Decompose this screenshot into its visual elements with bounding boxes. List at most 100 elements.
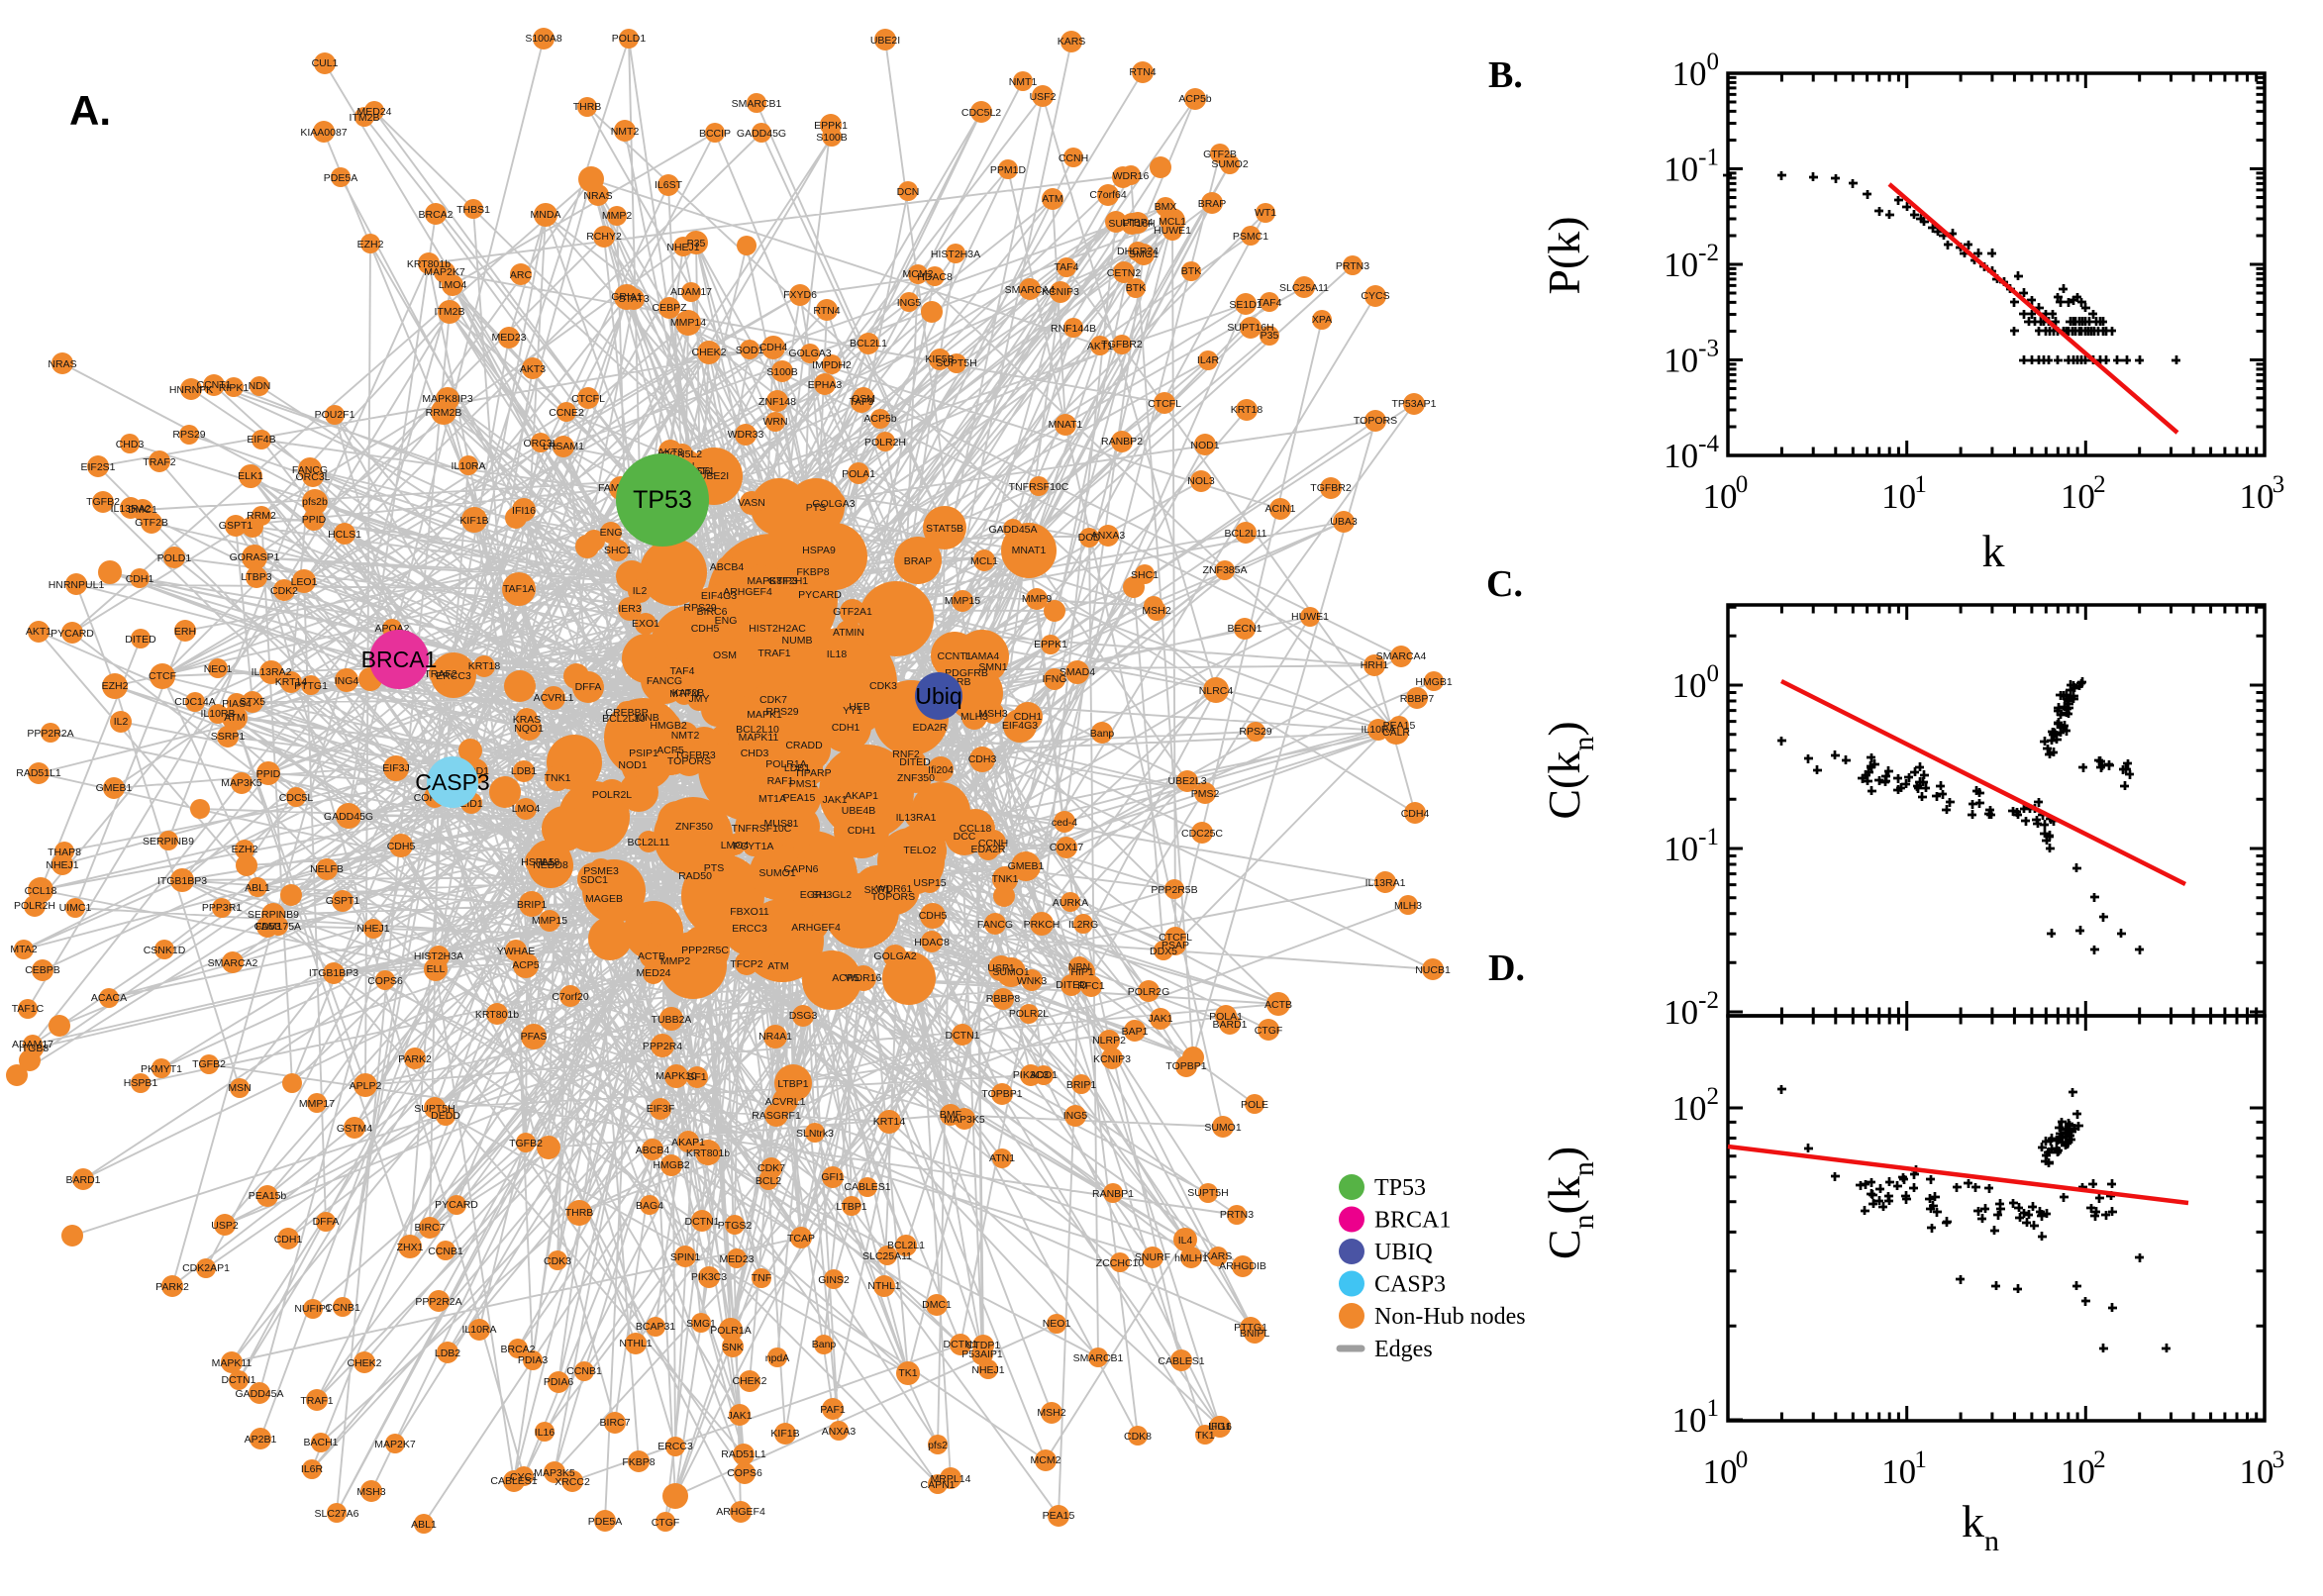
svg-text:PPP2R2A: PPP2R2A — [415, 1296, 461, 1308]
svg-text:TUBB2A: TUBB2A — [652, 1014, 692, 1026]
svg-text:TRAF2: TRAF2 — [424, 668, 456, 680]
svg-text:NDN: NDN — [249, 380, 271, 392]
svg-text:KAT2B: KAT2B — [672, 687, 704, 699]
svg-text:CDK2AP1: CDK2AP1 — [182, 1262, 230, 1274]
svg-text:PCYT1A: PCYT1A — [734, 841, 774, 852]
svg-text:CASP3: CASP3 — [1374, 1272, 1446, 1298]
svg-text:CHEK2: CHEK2 — [691, 347, 726, 358]
svg-text:TGFB2: TGFB2 — [192, 1058, 226, 1070]
svg-text:RPS29: RPS29 — [1239, 726, 1271, 738]
svg-text:MAPK11: MAPK11 — [212, 1357, 252, 1369]
svg-text:COPS6: COPS6 — [727, 1467, 762, 1479]
svg-text:CASP3: CASP3 — [415, 769, 489, 795]
svg-text:RBBP8: RBBP8 — [986, 993, 1021, 1005]
svg-text:PPID: PPID — [256, 768, 281, 780]
svg-text:SMG1: SMG1 — [1129, 249, 1159, 260]
svg-text:SMN1: SMN1 — [978, 661, 1007, 673]
svg-text:HUWE1: HUWE1 — [1154, 225, 1191, 237]
svg-text:ARHGEF4: ARHGEF4 — [791, 922, 841, 934]
svg-text:CDH5: CDH5 — [691, 623, 720, 635]
svg-text:EDA2R: EDA2R — [912, 722, 947, 734]
svg-text:NHEJ1: NHEJ1 — [666, 242, 699, 253]
svg-text:SUPT5H: SUPT5H — [936, 357, 976, 369]
svg-text:CAPN1: CAPN1 — [920, 1479, 955, 1491]
svg-text:AKAP1: AKAP1 — [671, 1137, 705, 1148]
svg-text:MSH3: MSH3 — [356, 1486, 385, 1498]
svg-text:MAP3K5: MAP3K5 — [221, 777, 262, 789]
svg-text:ERH: ERH — [174, 626, 196, 638]
svg-text:MAP3K5: MAP3K5 — [534, 1467, 575, 1479]
svg-text:KRT14: KRT14 — [873, 1116, 906, 1128]
svg-text:WDR61: WDR61 — [876, 883, 913, 895]
svg-text:ACP5: ACP5 — [512, 959, 540, 971]
svg-text:MCM2: MCM2 — [1031, 1454, 1061, 1466]
svg-text:CUL1: CUL1 — [312, 57, 339, 69]
svg-text:NLRC4: NLRC4 — [1199, 685, 1234, 697]
svg-text:ITM2B: ITM2B — [350, 112, 380, 124]
svg-text:CDH4: CDH4 — [759, 342, 788, 353]
svg-text:ADD1: ADD1 — [1030, 1069, 1058, 1081]
svg-text:ARHGEF4: ARHGEF4 — [723, 586, 772, 598]
svg-text:MMP2: MMP2 — [660, 955, 690, 967]
svg-text:Banp: Banp — [812, 1339, 837, 1350]
svg-text:IL2RG: IL2RG — [1068, 919, 1098, 931]
svg-text:ING5: ING5 — [897, 297, 922, 309]
svg-text:POLR2H: POLR2H — [864, 437, 906, 449]
svg-text:MCL1: MCL1 — [970, 555, 998, 567]
svg-text:BNIPL: BNIPL — [1240, 1328, 1270, 1340]
svg-text:1: 1 — [1914, 1446, 1927, 1473]
svg-text:PARK2: PARK2 — [398, 1053, 432, 1065]
svg-text:STAT3: STAT3 — [618, 293, 649, 305]
svg-text:GORASP1: GORASP1 — [230, 551, 280, 563]
svg-text:ZHX1: ZHX1 — [397, 1242, 424, 1253]
svg-text:TNK1: TNK1 — [992, 873, 1019, 885]
svg-text:PDIA3: PDIA3 — [518, 1354, 549, 1366]
svg-text:PRTN3: PRTN3 — [1220, 1209, 1254, 1221]
svg-text:PEA15: PEA15 — [1383, 720, 1416, 732]
svg-text:RNF144B: RNF144B — [1051, 323, 1096, 335]
svg-text:SDC1: SDC1 — [580, 874, 608, 886]
svg-text:CDH1: CDH1 — [1014, 711, 1043, 723]
svg-text:IL13RA1: IL13RA1 — [896, 812, 937, 824]
svg-text:DSG3: DSG3 — [789, 1010, 818, 1022]
svg-text:MMP17: MMP17 — [299, 1098, 335, 1110]
svg-text:MAPK10: MAPK10 — [656, 1070, 697, 1082]
svg-text:RAD51L1: RAD51L1 — [721, 1448, 766, 1460]
svg-text:TNF: TNF — [752, 1272, 771, 1284]
svg-text:S100A8: S100A8 — [525, 33, 562, 45]
svg-text:NOD1: NOD1 — [1190, 440, 1219, 451]
svg-text:CHEK2: CHEK2 — [347, 1357, 381, 1369]
svg-text:TAF4: TAF4 — [1055, 261, 1079, 273]
svg-text:TCAP: TCAP — [787, 1233, 815, 1245]
svg-text:MED24: MED24 — [636, 967, 670, 979]
svg-text:BARD1: BARD1 — [1212, 1019, 1247, 1031]
svg-text:ACP5b: ACP5b — [863, 413, 896, 425]
svg-text:LTBP3: LTBP3 — [241, 571, 271, 583]
svg-text:EPPK1: EPPK1 — [814, 120, 848, 132]
svg-text:BACH1: BACH1 — [303, 1437, 338, 1448]
svg-text:THAP8: THAP8 — [48, 847, 81, 858]
svg-text:100: 100 — [1672, 49, 1720, 93]
svg-text:SLC25A11: SLC25A11 — [862, 1250, 912, 1262]
svg-text:BECN1: BECN1 — [1227, 623, 1262, 635]
svg-text:CCNB1: CCNB1 — [428, 1246, 463, 1257]
svg-text:IL18: IL18 — [827, 648, 848, 660]
svg-text:BCL2L11: BCL2L11 — [627, 837, 669, 848]
svg-text:TIPARP: TIPARP — [794, 767, 831, 779]
svg-text:CEBPZ: CEBPZ — [652, 302, 687, 314]
svg-text:10: 10 — [2061, 477, 2095, 516]
svg-text:SLNtrk3: SLNtrk3 — [796, 1128, 834, 1140]
svg-text:LMO4: LMO4 — [512, 803, 541, 815]
svg-text:THBS1: THBS1 — [456, 204, 490, 216]
svg-text:LTBP1: LTBP1 — [836, 1201, 866, 1213]
svg-text:BRIP1: BRIP1 — [517, 899, 548, 911]
svg-text:PSAP: PSAP — [1162, 940, 1189, 951]
svg-text:SUMO1: SUMO1 — [758, 867, 796, 879]
svg-text:HMGB2: HMGB2 — [650, 720, 687, 732]
svg-text:NRAS: NRAS — [583, 190, 612, 202]
svg-text:TK1: TK1 — [898, 1367, 917, 1379]
svg-text:VASN: VASN — [738, 497, 765, 509]
svg-text:CDH3: CDH3 — [968, 753, 997, 765]
svg-text:USP15: USP15 — [913, 877, 946, 889]
svg-text:HEB: HEB — [849, 701, 870, 713]
